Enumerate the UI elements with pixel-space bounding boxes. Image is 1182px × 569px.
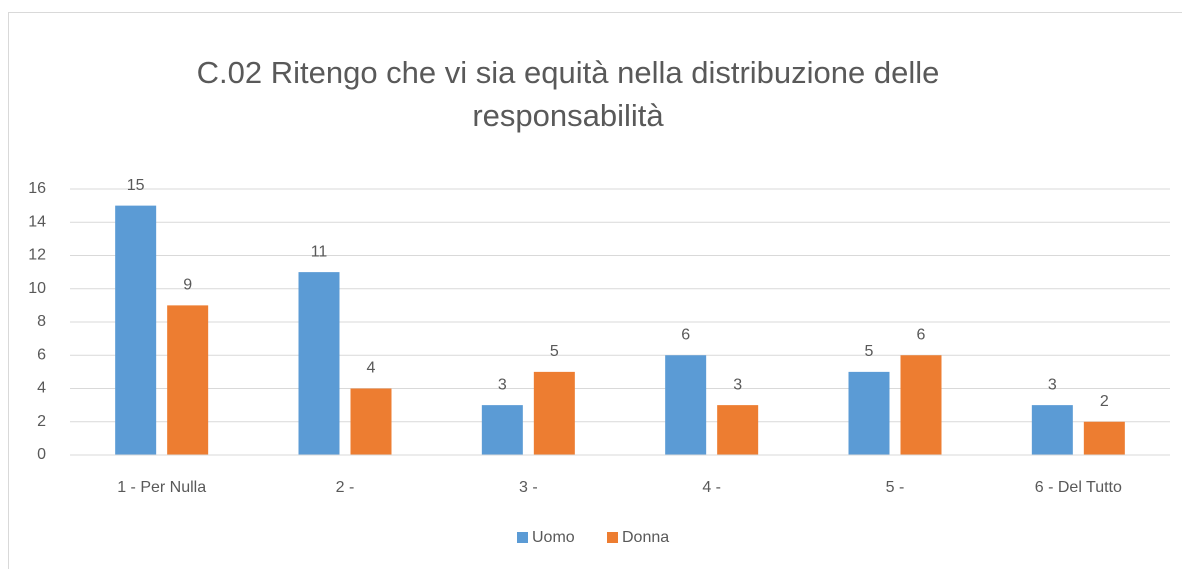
bar: [481, 405, 523, 455]
data-label: 3: [733, 376, 742, 393]
y-tick-label: 12: [28, 247, 46, 264]
bar: [298, 272, 340, 455]
chart-title: responsabilità: [472, 98, 664, 133]
legend-label: Uomo: [532, 529, 575, 546]
x-tick-label: 2 -: [336, 479, 355, 496]
data-label: 3: [498, 376, 507, 393]
y-tick-label: 16: [28, 180, 46, 197]
y-tick-label: 0: [37, 446, 46, 463]
legend-swatch: [517, 532, 528, 543]
x-tick-label: 5 -: [886, 479, 905, 496]
x-tick-label: 4 -: [702, 479, 721, 496]
legend-label: Donna: [622, 529, 669, 546]
bar: [848, 371, 890, 455]
data-label: 4: [367, 360, 376, 377]
data-label: 9: [183, 277, 192, 294]
data-label: 11: [311, 243, 328, 260]
data-label: 5: [550, 343, 559, 360]
data-label: 6: [681, 326, 690, 343]
x-tick-label: 6 - Del Tutto: [1035, 479, 1122, 496]
bar: [665, 355, 707, 455]
x-tick-label: 1 - Per Nulla: [117, 479, 206, 496]
data-label: 2: [1100, 393, 1109, 410]
bar: [1031, 405, 1073, 455]
chart-title: C.02 Ritengo che vi sia equità nella dis…: [197, 55, 940, 90]
data-label: 3: [1048, 376, 1057, 393]
y-tick-label: 8: [37, 313, 46, 330]
x-tick-label: 3 -: [519, 479, 538, 496]
data-label: 15: [127, 177, 145, 194]
bar: [167, 305, 209, 455]
bar: [900, 355, 942, 455]
y-tick-label: 14: [28, 213, 46, 230]
y-tick-label: 6: [37, 346, 46, 363]
data-label: 6: [917, 326, 926, 343]
legend-swatch: [607, 532, 618, 543]
bar: [533, 371, 575, 455]
y-tick-label: 4: [37, 380, 46, 397]
bar: [717, 405, 759, 455]
bar: [350, 388, 392, 455]
chart-frame: [8, 12, 1182, 569]
y-tick-label: 2: [37, 413, 46, 430]
bar: [115, 205, 157, 455]
y-tick-label: 10: [28, 280, 46, 297]
bar: [1083, 421, 1125, 455]
data-label: 5: [865, 343, 874, 360]
